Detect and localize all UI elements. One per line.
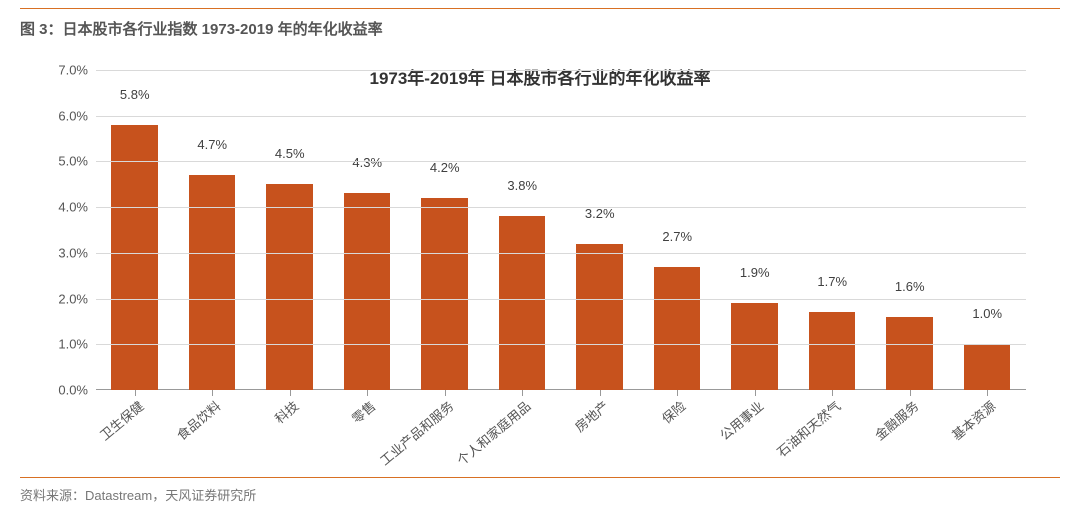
header-rule bbox=[20, 8, 1060, 9]
gridline bbox=[96, 161, 1026, 162]
xtick-label: 零售 bbox=[347, 396, 379, 427]
xtick bbox=[987, 390, 988, 396]
bar-slot: 1.7%石油和天然气 bbox=[794, 70, 871, 390]
bar-value-label: 2.7% bbox=[639, 229, 716, 248]
bar-slot: 1.0%基本资源 bbox=[949, 70, 1026, 390]
xtick-label: 科技 bbox=[270, 396, 302, 427]
ytick-label: 0.0% bbox=[38, 383, 88, 398]
gridline bbox=[96, 344, 1026, 345]
xtick-label: 公用事业 bbox=[715, 396, 767, 444]
ytick-label: 6.0% bbox=[38, 108, 88, 123]
footer-rule bbox=[20, 477, 1060, 478]
bar-slot: 4.5%科技 bbox=[251, 70, 328, 390]
bar-value-label: 4.3% bbox=[329, 155, 406, 174]
bar-slot: 2.7%保险 bbox=[639, 70, 716, 390]
bar bbox=[421, 198, 467, 390]
bar bbox=[499, 216, 545, 390]
xtick-label: 房地产 bbox=[570, 396, 612, 436]
xtick-label: 食品饮料 bbox=[172, 396, 224, 444]
bar bbox=[266, 184, 312, 390]
bar bbox=[731, 303, 777, 390]
bar bbox=[654, 267, 700, 390]
gridline bbox=[96, 207, 1026, 208]
bar bbox=[964, 344, 1010, 390]
bar-slot: 4.2%工业产品和服务 bbox=[406, 70, 483, 390]
ytick-label: 1.0% bbox=[38, 337, 88, 352]
source-text: 资料来源：Datastream，天风证券研究所 bbox=[20, 485, 256, 504]
bar bbox=[344, 193, 390, 390]
bar-slot: 4.3%零售 bbox=[329, 70, 406, 390]
bar-value-label: 4.7% bbox=[173, 137, 250, 156]
bars-layer: 5.8%卫生保健4.7%食品饮料4.5%科技4.3%零售4.2%工业产品和服务3… bbox=[96, 70, 1026, 390]
ytick-label: 7.0% bbox=[38, 63, 88, 78]
bar-value-label: 1.6% bbox=[871, 279, 948, 298]
bar-value-label: 1.7% bbox=[794, 274, 871, 293]
chart-area: 1973年-2019年 日本股市各行业的年化收益率 5.8%卫生保健4.7%食品… bbox=[40, 50, 1040, 450]
xtick bbox=[832, 390, 833, 396]
xtick-label: 保险 bbox=[657, 396, 689, 427]
xtick bbox=[367, 390, 368, 396]
xtick-label: 基本资源 bbox=[947, 396, 999, 444]
bar bbox=[886, 317, 932, 390]
xtick-label: 工业产品和服务 bbox=[375, 396, 457, 469]
figure-title: 图 3：日本股市各行业指数 1973-2019 年的年化收益率 bbox=[20, 18, 383, 39]
ytick-label: 5.0% bbox=[38, 154, 88, 169]
bar-slot: 5.8%卫生保健 bbox=[96, 70, 173, 390]
xtick-label: 石油和天然气 bbox=[772, 396, 844, 461]
xtick-label: 金融服务 bbox=[870, 396, 922, 444]
xtick bbox=[212, 390, 213, 396]
xtick-label: 卫生保健 bbox=[95, 396, 147, 444]
bar-value-label: 3.2% bbox=[561, 206, 638, 225]
gridline bbox=[96, 70, 1026, 71]
plot-region: 5.8%卫生保健4.7%食品饮料4.5%科技4.3%零售4.2%工业产品和服务3… bbox=[96, 70, 1026, 390]
bar bbox=[111, 125, 157, 390]
bar-value-label: 4.5% bbox=[251, 146, 328, 165]
bar-slot: 3.8%个人和家庭用品 bbox=[484, 70, 561, 390]
gridline bbox=[96, 299, 1026, 300]
gridline bbox=[96, 116, 1026, 117]
bar bbox=[576, 244, 622, 390]
bar-slot: 1.6%金融服务 bbox=[871, 70, 948, 390]
bar-slot: 4.7%食品饮料 bbox=[173, 70, 250, 390]
gridline bbox=[96, 253, 1026, 254]
bar-value-label: 1.9% bbox=[716, 265, 793, 284]
ytick-label: 2.0% bbox=[38, 291, 88, 306]
bar-slot: 1.9%公用事业 bbox=[716, 70, 793, 390]
figure-container: 图 3：日本股市各行业指数 1973-2019 年的年化收益率 1973年-20… bbox=[0, 0, 1080, 518]
bar-value-label: 4.2% bbox=[406, 160, 483, 179]
xtick-label: 个人和家庭用品 bbox=[453, 396, 535, 469]
bar-value-label: 3.8% bbox=[484, 178, 561, 197]
bar bbox=[809, 312, 855, 390]
xtick bbox=[677, 390, 678, 396]
ytick-label: 3.0% bbox=[38, 245, 88, 260]
bar-value-label: 5.8% bbox=[96, 87, 173, 106]
xtick bbox=[522, 390, 523, 396]
bar-slot: 3.2%房地产 bbox=[561, 70, 638, 390]
bar-value-label: 1.0% bbox=[949, 306, 1026, 325]
ytick-label: 4.0% bbox=[38, 200, 88, 215]
